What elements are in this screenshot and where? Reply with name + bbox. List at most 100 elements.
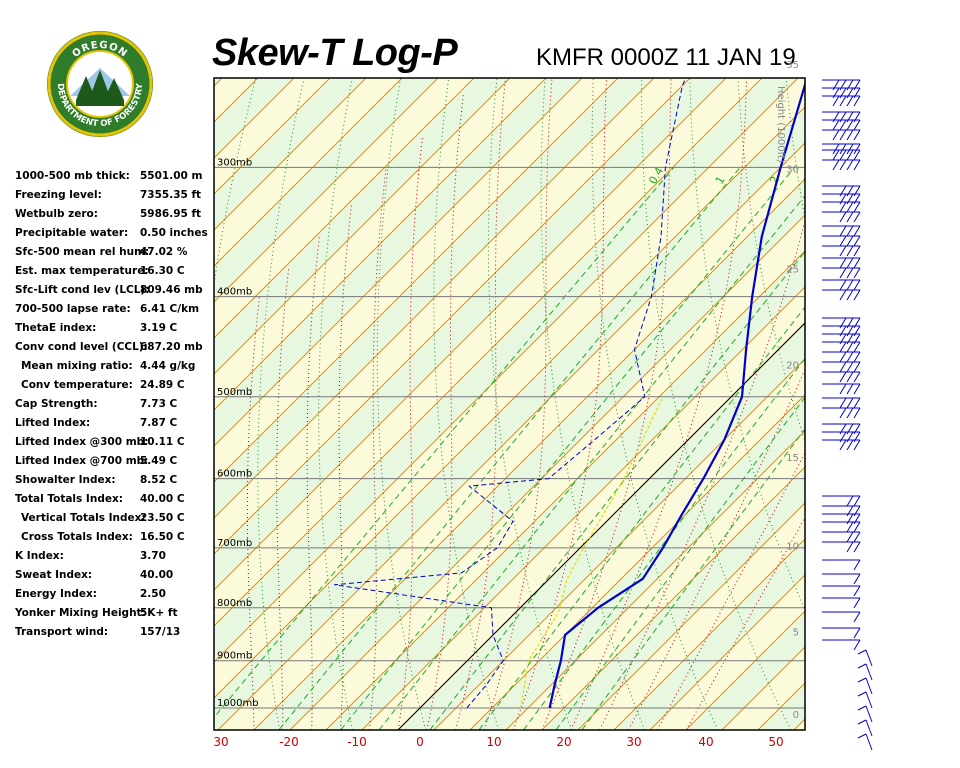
wind-barb-flag — [846, 257, 854, 269]
isotherm-band — [830, 0, 960, 730]
moist-adiabat — [306, 236, 320, 730]
x-tick-label: 30 — [626, 735, 641, 749]
wind-barb-flag — [846, 245, 854, 257]
stat-value: 3.19 C — [140, 322, 178, 334]
wind-barb-flag — [853, 371, 861, 383]
stat-row: Sfc-500 mean rel hum: 47.02 % — [15, 244, 215, 263]
stat-row: Lifted Index: 7.87 C — [15, 415, 215, 434]
mixing-ratio-label: 3 — [801, 174, 816, 187]
pressure-label: 400mb — [217, 287, 252, 298]
wind-barb-flag — [846, 439, 854, 451]
isotherm-line — [214, 78, 547, 411]
wind-barb-flag — [839, 245, 847, 257]
isotherm-line — [830, 0, 960, 730]
stat-value: 5986.95 ft — [140, 208, 202, 220]
x-tick-label: 10 — [486, 735, 501, 749]
wind-barb-flag — [853, 351, 861, 363]
dry-adiabat — [868, 0, 960, 730]
wind-barb-flag — [832, 119, 840, 131]
stat-value: 7.87 C — [140, 417, 178, 429]
height-tick-label: 25 — [786, 265, 799, 276]
wind-barb-flag — [853, 95, 861, 107]
wind-barb-flag — [853, 143, 861, 155]
isotherm-line — [214, 106, 805, 699]
stat-value: 4.44 g/kg — [140, 360, 196, 372]
stat-row: Total Totals Index: 40.00 C — [15, 491, 215, 510]
parcel-profile — [520, 396, 664, 709]
wind-barb-flag — [846, 289, 854, 301]
mixing-ratio-line — [378, 194, 805, 730]
wind-barb-flag — [832, 95, 840, 107]
wind-barb-flag — [846, 267, 854, 279]
dry-adiabat — [909, 0, 960, 730]
moist-adiabat — [276, 267, 290, 730]
wind-barb-flag — [846, 119, 854, 131]
wind-barb-flag — [853, 211, 861, 223]
wind-barb-flag — [839, 279, 847, 291]
wind-barb-shaft — [865, 677, 873, 695]
wind-barb-flag — [839, 235, 847, 247]
wind-barb-shaft — [865, 705, 873, 723]
wind-barb-shaft — [865, 649, 873, 667]
pressure-label: 300mb — [217, 157, 252, 168]
x-tick-label: 0 — [416, 735, 424, 749]
stat-row: Mean mixing ratio: 4.44 g/kg — [15, 358, 215, 377]
stat-value: 40.00 — [140, 569, 174, 581]
stat-value: 5501.00 m — [140, 170, 203, 182]
wind-barb-flag — [846, 407, 854, 419]
wind-barb-flag — [853, 585, 861, 597]
mixing-ratio-line — [523, 357, 805, 730]
wind-barb-flag — [853, 225, 861, 237]
stat-label: Wetbulb zero: — [15, 208, 98, 220]
wind-barb-flag — [853, 541, 861, 553]
wind-barb-flag — [853, 289, 861, 301]
stat-row: 1000-500 mb thick: 5501.00 m — [15, 168, 215, 187]
wind-barb-flag — [846, 351, 854, 363]
sounding-stats-panel: 1000-500 mb thick: 5501.00 m Freezing leve… — [15, 168, 215, 643]
wind-barb-flag — [846, 225, 854, 237]
wind-barb-flag — [846, 143, 854, 155]
station-time-label: KMFR 0000Z 11 JAN 19 — [536, 44, 796, 71]
wind-barb-shaft — [865, 733, 873, 751]
stat-row: Showalter Index: 8.52 C — [15, 472, 215, 491]
wind-barb-flag — [846, 211, 854, 223]
isotherm-line — [214, 78, 511, 375]
isotherm-line — [433, 358, 805, 730]
wind-barb-flag — [839, 143, 847, 155]
wind-barb-flag — [853, 267, 861, 279]
wind-barb-flag — [857, 691, 867, 697]
wind-barb-shaft — [865, 663, 873, 681]
mixing-ratio-line — [581, 428, 805, 730]
wind-barb-flag — [839, 149, 847, 161]
wind-barb-flag — [853, 383, 861, 395]
wind-barb-flag — [853, 495, 861, 507]
isotherm-line — [253, 178, 805, 730]
stat-value: 2.50 — [140, 588, 166, 600]
isotherm-line — [214, 78, 367, 231]
wind-barb-flag — [832, 159, 840, 171]
isotherm-line — [214, 78, 727, 591]
wind-barb-flag — [853, 397, 861, 409]
isotherm-line — [214, 78, 763, 627]
isotherm-line — [793, 718, 805, 730]
wind-barb-flag — [839, 341, 847, 353]
stat-value: 157/13 — [140, 626, 181, 638]
wind-barb-flag — [846, 361, 854, 373]
isotherm-line — [214, 78, 655, 519]
oregon-forestry-logo: OREGON DEPARTMENT OF FORESTRY — [47, 31, 153, 137]
dry-adiabat — [433, 78, 500, 730]
stat-label: Precipitable water: — [15, 227, 129, 239]
stat-row: ThetaE index: 3.19 C — [15, 320, 215, 339]
stat-row: K Index: 3.70 — [15, 548, 215, 567]
wind-barb-flag — [853, 627, 861, 639]
x-tick-label: 20 — [556, 735, 571, 749]
isotherm-line — [217, 142, 805, 730]
height-tick-label: 0 — [793, 710, 799, 721]
stat-value: 23.50 C — [140, 512, 185, 524]
isotherm-line — [214, 78, 619, 483]
wind-barb-flag — [846, 235, 854, 247]
dry-adiabat — [825, 0, 960, 730]
stat-row: Est. max temperature: 16.30 C — [15, 263, 215, 282]
isotherm-line — [214, 78, 799, 663]
wind-barb-flag — [839, 119, 847, 131]
